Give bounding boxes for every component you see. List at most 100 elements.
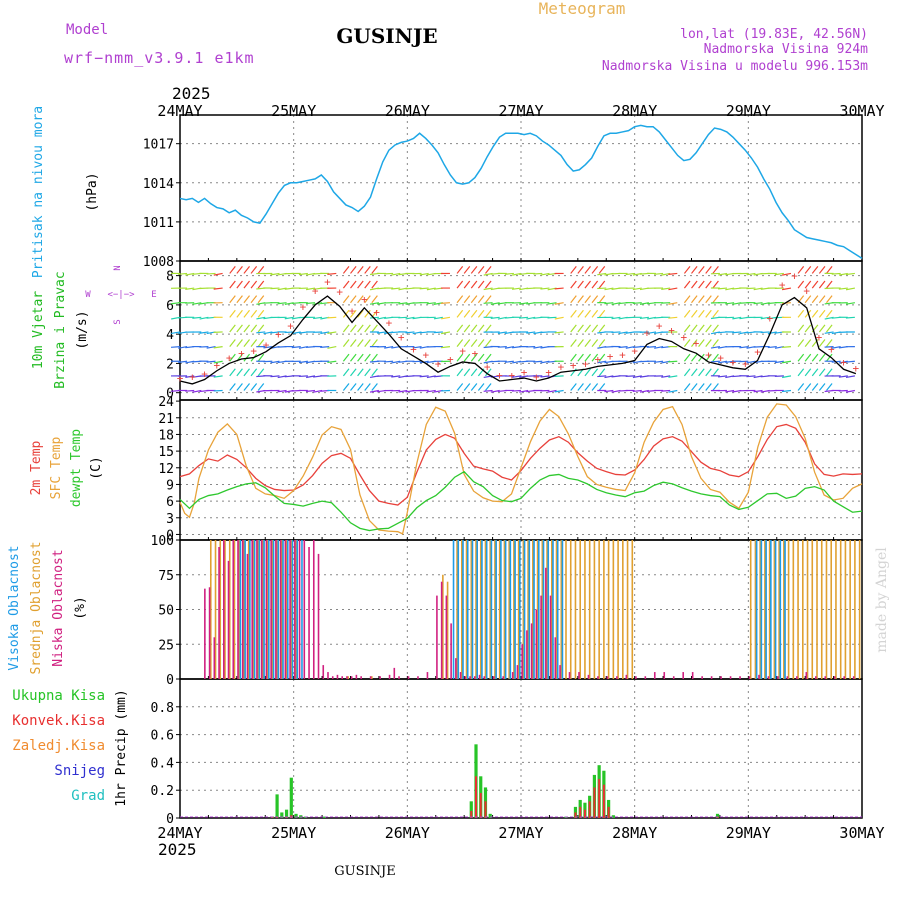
wind-arrow — [683, 309, 691, 318]
wind-arrow — [838, 272, 848, 276]
wind-arrow — [797, 280, 805, 289]
wind-arrow — [591, 324, 599, 333]
wind-arrow — [357, 280, 364, 289]
wind-arrow — [598, 339, 606, 347]
wind-arrow — [683, 324, 691, 333]
wind-arrow — [584, 353, 592, 362]
wind-arrow — [257, 295, 265, 304]
wind-arrow — [554, 331, 564, 334]
wind-arrow — [250, 368, 258, 377]
wind-arrow — [824, 331, 834, 334]
wind-arrow — [767, 331, 777, 335]
wind-arrow — [691, 368, 698, 377]
gust-marker: + — [484, 360, 491, 373]
wind-arrow — [710, 360, 720, 363]
wind-arrow — [591, 280, 599, 289]
wind-arrow — [277, 389, 287, 393]
wind-arrow — [236, 266, 243, 274]
wind-arrow — [229, 383, 236, 391]
precip-bar — [469, 801, 473, 818]
gust-marker: + — [594, 353, 601, 366]
wind-arrow — [364, 368, 371, 377]
wind-arrow — [178, 346, 188, 349]
wind-arrow — [526, 331, 536, 334]
wind-arrow — [483, 302, 493, 304]
wind-arrow — [781, 302, 792, 305]
wind-arrow — [570, 309, 577, 318]
y-tick-label: 9 — [166, 478, 174, 493]
wind-arrow — [554, 389, 564, 393]
wind-arrow — [811, 280, 819, 289]
wind-arrow — [398, 389, 408, 393]
y-tick-label: 100 — [151, 534, 174, 549]
wind-arrow — [342, 353, 350, 362]
wind-arrow — [256, 331, 266, 334]
wind-arrow — [305, 302, 316, 305]
wind-arrow — [845, 360, 855, 363]
wind-arrow — [306, 287, 316, 291]
wind-arrow — [485, 280, 492, 289]
x-label-bottom: 30MAY — [839, 824, 884, 842]
compass-s: S — [113, 319, 123, 324]
wind-arrow — [746, 287, 756, 290]
wind-arrow — [485, 353, 492, 362]
wind-arrow — [270, 272, 280, 276]
wind-arrow — [598, 280, 606, 289]
cloud-ylabel: Niska Oblacnost — [51, 549, 66, 666]
wind-arrow — [797, 368, 805, 377]
wind-arrow — [683, 280, 691, 289]
wind-arrow — [504, 346, 515, 349]
wind-arrow — [591, 309, 599, 318]
wind-arrow — [250, 295, 258, 304]
precip-bar — [488, 813, 492, 818]
y-tick-label: 15 — [158, 445, 174, 460]
precip-bar — [275, 794, 279, 818]
gust-marker: + — [447, 353, 454, 366]
gust-marker: + — [607, 350, 614, 363]
y-tick-label: 1017 — [143, 138, 174, 153]
wind-arrow — [584, 383, 592, 391]
wind-arrow — [470, 383, 478, 391]
y-tick-label: 6 — [166, 495, 174, 510]
wind-arrow — [350, 383, 357, 391]
wind-arrow — [811, 266, 819, 274]
wind-arrow — [257, 266, 265, 274]
wind-arrow — [391, 272, 401, 276]
y-tick-label: 12 — [158, 462, 174, 477]
wind-arrow — [171, 331, 181, 335]
y-tick-label: 0.2 — [151, 784, 174, 799]
wind-arrow — [691, 295, 698, 304]
wind-arrow — [774, 360, 784, 364]
wind-arrow — [705, 266, 712, 274]
wind-arrow — [357, 295, 364, 304]
wind-arrow — [683, 295, 691, 304]
wind-arrow — [463, 266, 471, 274]
wind-arrow — [313, 316, 323, 320]
wind-arrow — [718, 272, 728, 276]
y-tick-label: 4 — [166, 328, 174, 343]
wind-arrow — [712, 339, 719, 347]
precip-bar — [607, 806, 610, 818]
wind-arrow — [236, 280, 243, 289]
wind-arrow — [377, 316, 387, 320]
wind-arrow — [797, 266, 805, 274]
gust-marker: + — [386, 316, 393, 329]
wind-arrow — [384, 360, 394, 363]
wind-arrow — [519, 316, 529, 319]
wind-arrow — [250, 280, 258, 289]
wind-arrow — [497, 331, 507, 334]
cloud-ylabel: (%) — [73, 596, 88, 619]
wind-arrow — [456, 309, 464, 318]
wind-arrow — [683, 339, 691, 347]
wind-arrow — [236, 339, 243, 347]
precip-bar — [322, 816, 327, 818]
gust-marker: + — [435, 357, 442, 370]
wind-arrow — [456, 280, 464, 289]
wind-arrow — [705, 309, 712, 318]
wind-arrow — [691, 383, 698, 391]
wind-arrow — [577, 295, 584, 304]
wind-arrow — [604, 287, 614, 291]
precip-bar — [294, 813, 298, 818]
wind-arrow — [712, 383, 719, 391]
wind-arrow — [838, 375, 848, 378]
